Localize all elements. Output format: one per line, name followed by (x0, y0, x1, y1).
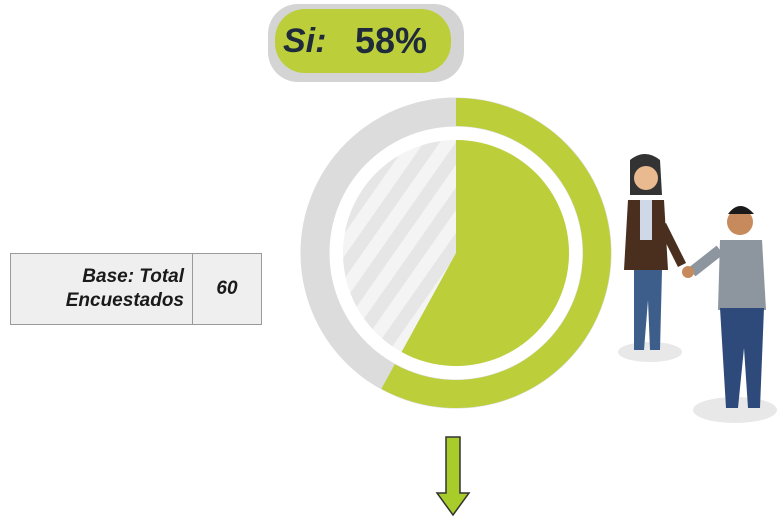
base-table: Base: Total Encuestados 60 (10, 253, 262, 325)
base-value: 60 (193, 254, 262, 325)
base-label: Base: Total Encuestados (11, 254, 193, 325)
people-illustration (618, 154, 777, 423)
label-text: Si: (283, 22, 326, 60)
value-label: 58% (355, 20, 427, 61)
arrow (437, 437, 469, 515)
page: Si: 58% Base: Total Encuestados 60 (0, 0, 779, 519)
